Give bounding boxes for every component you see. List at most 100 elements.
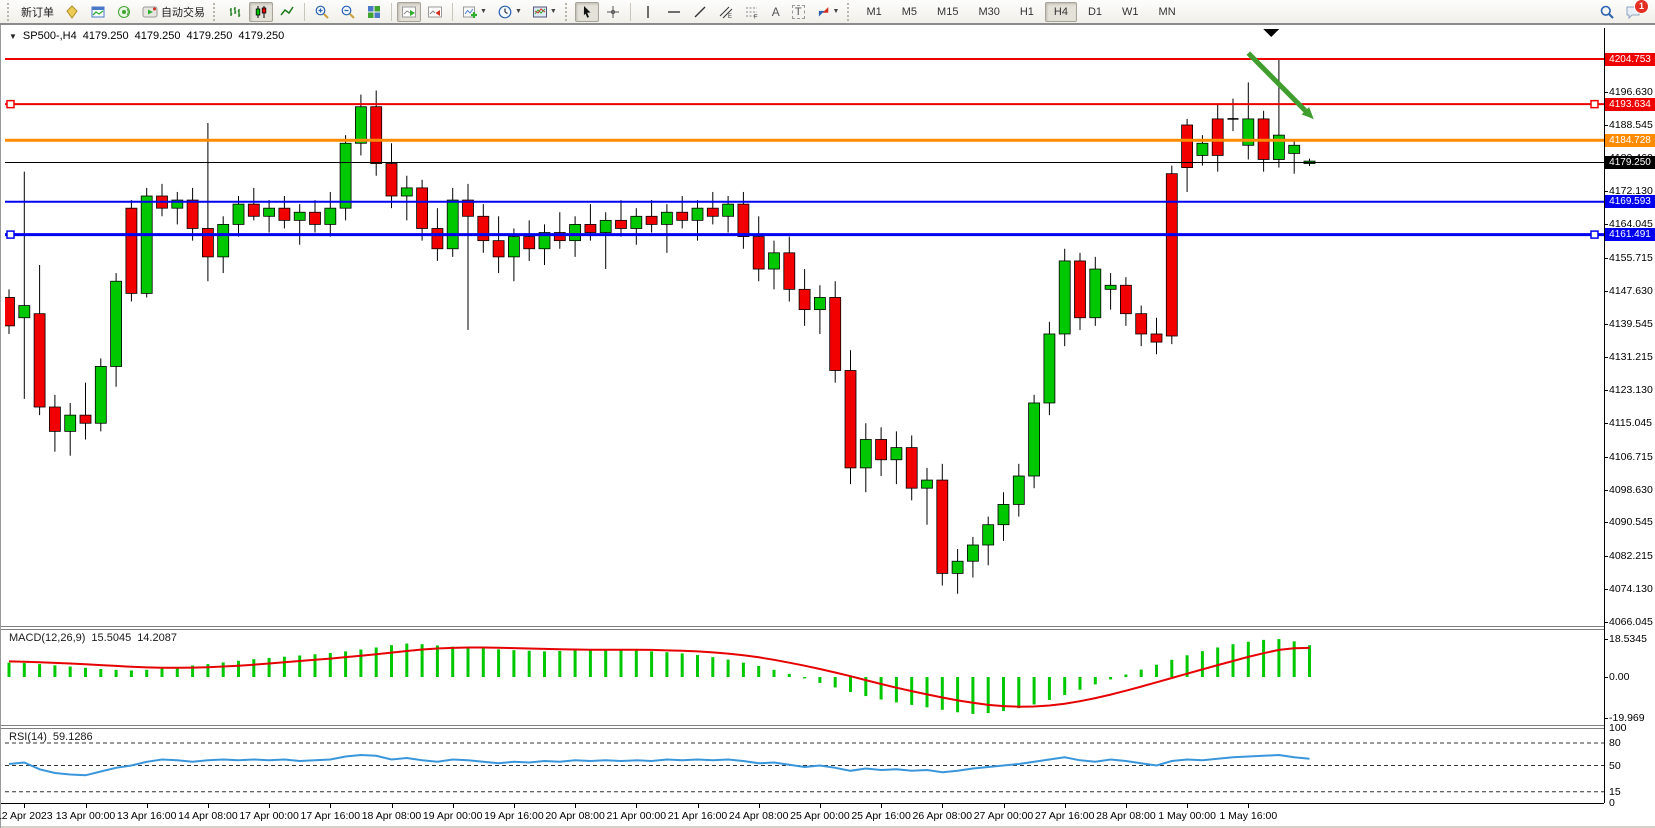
toolbar-grip [847, 2, 853, 21]
timeframe-label: D1 [1087, 5, 1103, 18]
price-tick-label: 4172.130 [1609, 185, 1653, 198]
timeframe-m30-button[interactable]: M30 [969, 2, 1008, 22]
window-edge [1, 826, 1655, 828]
time-axis[interactable]: 12 Apr 2023 13 Apr 00:00 13 Apr 16:00 14 Ap… [0, 804, 1655, 826]
price-tick-label: 4106.715 [1609, 450, 1653, 463]
auto-scroll-button[interactable] [397, 1, 421, 22]
svg-text:E: E [728, 14, 732, 20]
price-tick [1604, 258, 1608, 260]
equidistant-channel-button[interactable]: E [714, 2, 738, 22]
periods-button[interactable]: ▼ [493, 2, 526, 22]
timeframe-h1-button[interactable]: H1 [1011, 2, 1043, 22]
signals-button[interactable] [112, 2, 136, 22]
collapse-icon[interactable]: ▼ [9, 31, 17, 41]
bar-chart-button[interactable] [223, 2, 247, 22]
rsi-label: RSI(14) 59.1286 [9, 731, 93, 743]
timeframe-m15-button[interactable]: M15 [928, 2, 967, 22]
vertical-line-button[interactable] [636, 2, 660, 22]
macd-axis-label: 18.5345 [1609, 633, 1647, 645]
price-tick [1604, 423, 1608, 425]
timeframe-mn-button[interactable]: MN [1150, 2, 1185, 22]
time-tick [575, 804, 577, 808]
time-tick [1248, 804, 1250, 808]
candlestick-chart-icon [255, 5, 267, 18]
time-tick [330, 804, 332, 808]
templates-button[interactable]: ▼ [528, 2, 561, 22]
zoom-in-button[interactable] [310, 2, 334, 22]
chart-window: ▼ SP500-,H4 4179.250 4179.250 4179.250 4… [0, 25, 1655, 828]
tile-windows-button[interactable] [362, 2, 386, 22]
time-label: 21 Apr 16:00 [667, 810, 728, 822]
price-tick [1604, 191, 1608, 193]
toolbar-grip [213, 2, 219, 21]
price-tick-label: 4115.045 [1609, 417, 1653, 430]
ohlc-close: 4179.250 [238, 30, 285, 42]
timeframe-label: M1 [866, 5, 882, 18]
market-watch-button[interactable] [86, 2, 110, 22]
macd-tick [1604, 677, 1608, 678]
dropdown-caret: ▼ [514, 8, 522, 15]
trendline-button[interactable] [688, 2, 712, 22]
timeframe-m1-button[interactable]: M1 [857, 2, 890, 22]
zoom-out-button[interactable] [336, 2, 360, 22]
indicators-add-icon [463, 6, 477, 18]
vertical-line-icon [647, 5, 649, 18]
time-label: 21 Apr 00:00 [606, 810, 667, 822]
price-tick [1604, 556, 1608, 558]
new-order-button[interactable]: 新订单 [17, 2, 58, 22]
zoom-out-icon [341, 5, 355, 19]
time-label: 13 Apr 00:00 [55, 810, 116, 822]
rsi-canvas[interactable] [5, 729, 1604, 803]
time-label: 25 Apr 16:00 [851, 810, 911, 822]
cursor-icon [583, 5, 591, 18]
notifications-button[interactable]: 1 [1621, 0, 1649, 22]
cursor-button[interactable] [574, 1, 599, 22]
autotrading-icon [142, 6, 158, 17]
ohlc-open: 4179.250 [82, 30, 129, 42]
periods-clock-icon [498, 5, 512, 18]
timeframe-d1-button[interactable]: D1 [1079, 2, 1111, 22]
arrows-icon [818, 6, 828, 17]
text-button[interactable]: A [766, 2, 786, 22]
price-chart-canvas[interactable] [5, 28, 1604, 626]
time-label: 1 May 16:00 [1219, 810, 1278, 822]
time-tick [391, 804, 393, 808]
time-tick [1187, 804, 1189, 808]
search-icon [1600, 5, 1614, 19]
auto-scroll-icon [402, 6, 416, 17]
autotrading-button[interactable]: 自动交易 [138, 2, 209, 22]
macd-canvas[interactable] [5, 630, 1604, 725]
time-tick [1125, 804, 1127, 808]
crosshair-button[interactable] [601, 2, 625, 22]
time-label: 27 Apr 16:00 [1034, 810, 1095, 822]
timeframe-m5-button[interactable]: M5 [893, 2, 926, 22]
time-label: 25 Apr 00:00 [790, 810, 850, 822]
rsi-axis-label: 50 [1609, 759, 1621, 772]
text-label-button[interactable]: T [788, 2, 809, 22]
toolbar: 新订单 自动交易 ▼ ▼ ▼ E F A T ▼ M [0, 0, 1655, 25]
price-tick-label: 4131.215 [1609, 351, 1653, 364]
chart-shift-button[interactable] [423, 2, 447, 22]
symbol-period-label: SP500-,H4 [22, 30, 77, 42]
price-tick [1604, 224, 1608, 226]
pane-divider[interactable] [1, 725, 1604, 729]
price-tick [1604, 489, 1608, 491]
styler-button[interactable] [60, 2, 84, 22]
timeframe-h4-button[interactable]: H4 [1044, 1, 1077, 22]
arrows-button[interactable]: ▼ [811, 2, 844, 22]
time-label: 14 Apr 08:00 [178, 810, 238, 822]
fibonacci-button[interactable]: F [740, 2, 764, 22]
price-tick [1604, 124, 1608, 126]
rsi-axis-label: 80 [1609, 737, 1621, 749]
timeframe-w1-button[interactable]: W1 [1113, 2, 1148, 22]
timeframe-label: W1 [1122, 5, 1139, 18]
timeframe-label: MN [1158, 5, 1176, 18]
horizontal-line-button[interactable] [662, 2, 686, 22]
indicators-add-button[interactable]: ▼ [458, 2, 491, 22]
pane-divider[interactable] [1, 626, 1604, 630]
candlestick-chart-button[interactable] [249, 1, 273, 22]
crosshair-icon [606, 5, 619, 18]
templates-icon [532, 6, 547, 17]
line-chart-button[interactable] [275, 2, 299, 22]
search-button[interactable] [1595, 2, 1619, 22]
